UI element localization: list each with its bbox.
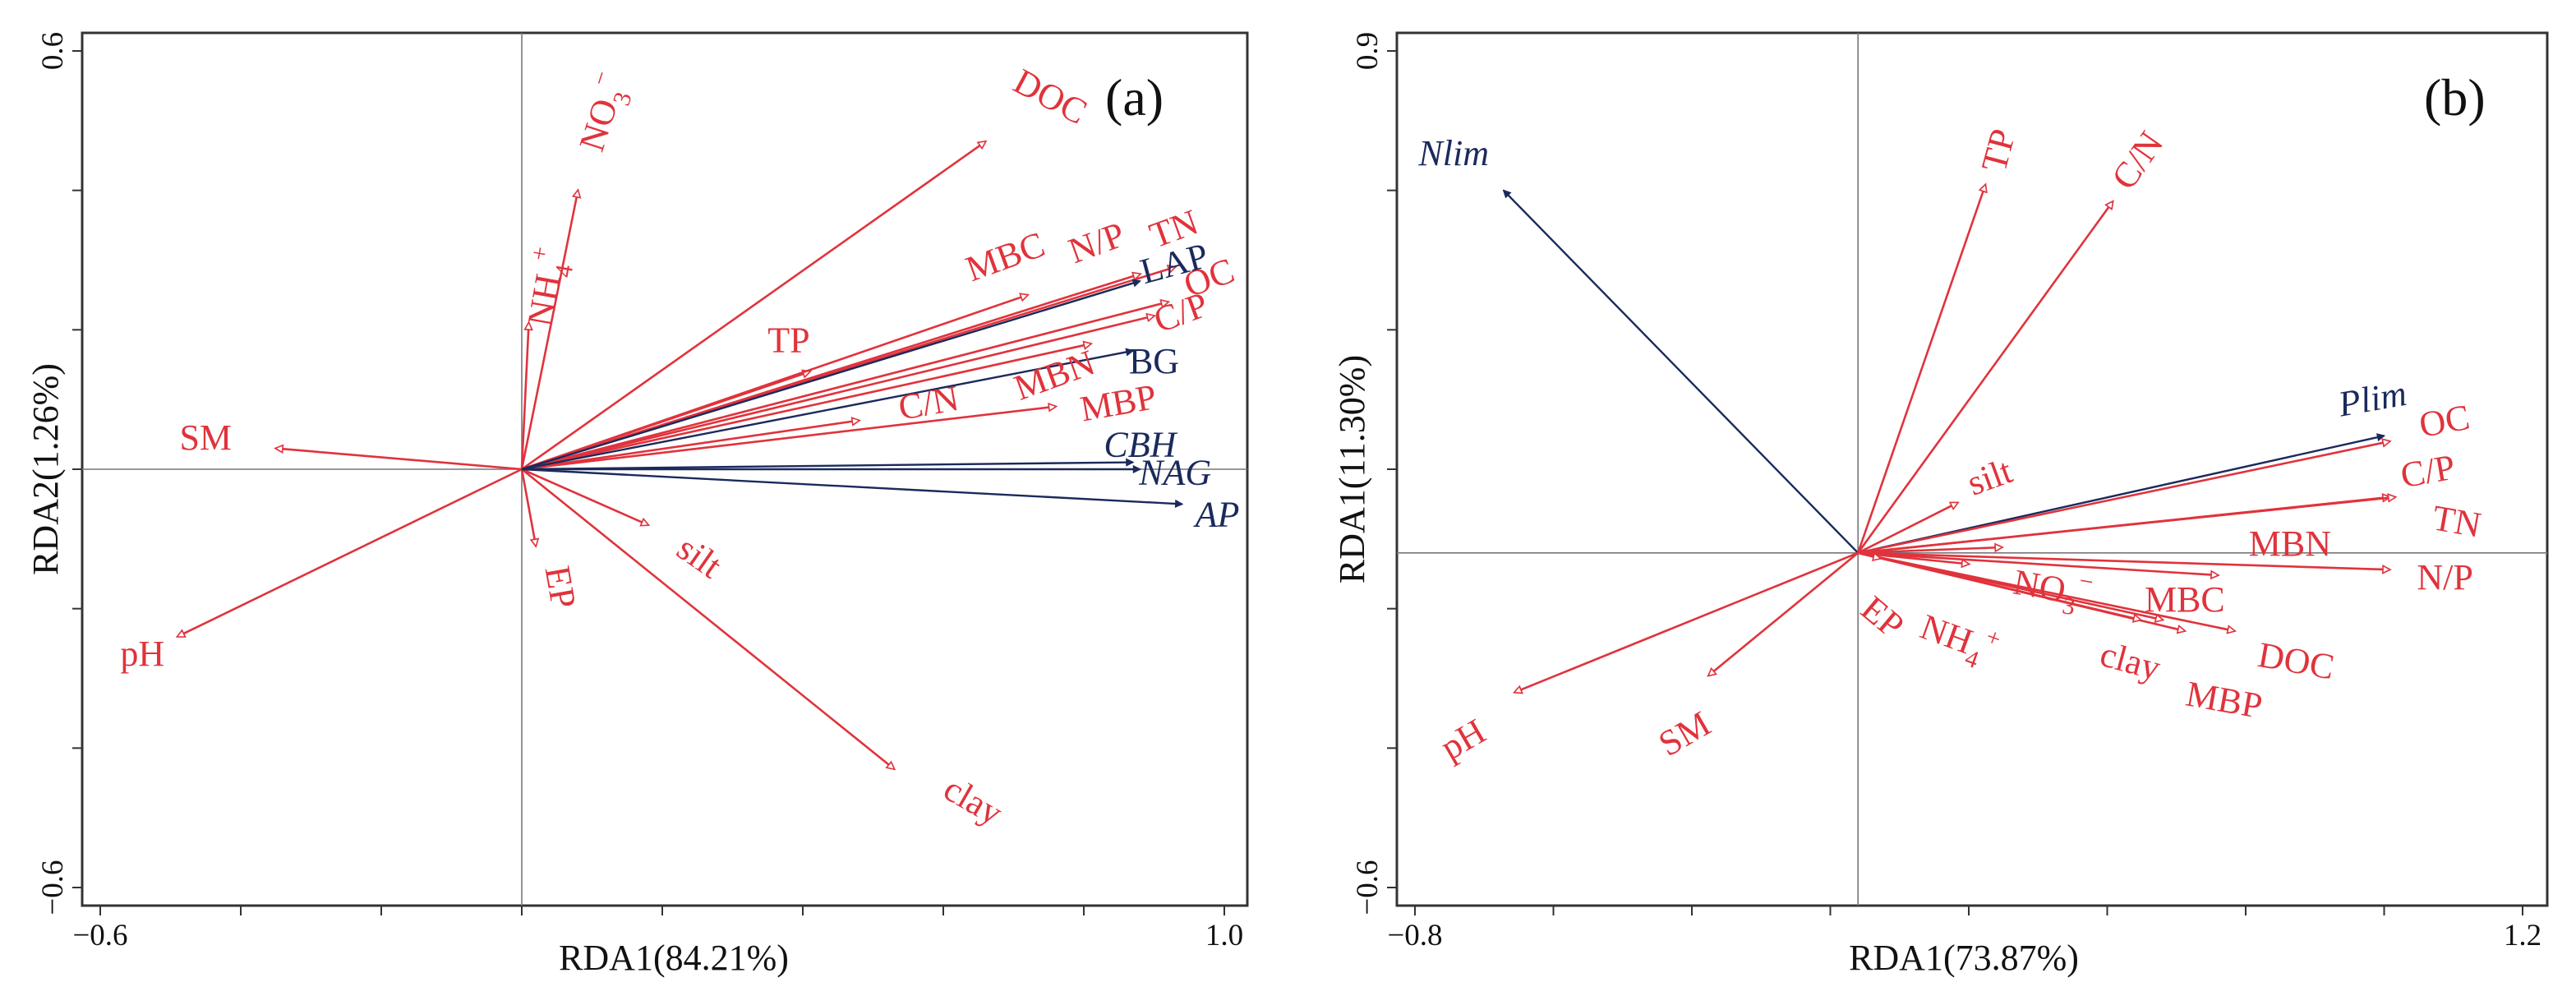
- panel-b-label-sm: SM: [1652, 703, 1717, 764]
- panel-b-label-no3minus: NO3−: [2009, 556, 2095, 624]
- panel-b-arrow-tp: [1856, 182, 1988, 554]
- panel-b-arrow-mbn: [1858, 551, 2220, 580]
- panel-a-arrow-c-p: [521, 312, 1157, 471]
- panel-b-arrow-oc: [1857, 438, 2392, 555]
- panel-b-label-c-p: C/P: [2398, 447, 2458, 496]
- panel-b-label-n-p: N/P: [2417, 557, 2472, 597]
- panel-a-label-mbc: MBC: [961, 224, 1050, 290]
- panel-a-xtick-label: 1.0: [1205, 919, 1243, 952]
- panel-a-label-tp: TP: [767, 320, 809, 360]
- panel-a-arrow-bg: [521, 348, 1135, 471]
- panel-b-label-mbn: MBN: [2249, 523, 2331, 564]
- panel-b-arrow-tn: [1858, 493, 2398, 555]
- panel-a-arrow-ep: [520, 468, 540, 548]
- panel-a-arrow-silt: [521, 468, 651, 527]
- panel-b-arrow-c-n: [1857, 200, 2114, 554]
- panel-a-arrow-mbn: [521, 340, 1094, 471]
- panel-a-arrow-ph: [175, 468, 523, 638]
- panel-b-label-ph: pH: [1434, 711, 1492, 768]
- panel-a-arrow-cbh: [521, 458, 1135, 471]
- panel-a-ytick-label: −0.6: [36, 860, 70, 915]
- panel-a-xlabel: RDA1(84.21%): [559, 938, 789, 978]
- panel-b-label-oc: OC: [2417, 397, 2473, 445]
- panel-a-ytick-label: 0.6: [36, 32, 70, 70]
- panel-a-label-nag: NAG: [1138, 453, 1211, 493]
- panel-b-label-ep: EP: [1854, 588, 1912, 647]
- panel-b-label-nh4plus: NH4+: [1912, 602, 2004, 680]
- panel-b-label-clay: clay: [2096, 634, 2164, 688]
- panel-b-ytick-label: 0.9: [1351, 32, 1385, 70]
- panel-b-arrow-ep: [1857, 551, 1882, 562]
- panel-b-label-c-n: C/N: [2104, 124, 2171, 196]
- panel-a-label-ep: EP: [537, 563, 584, 611]
- panel-b-label-tn: TN: [2430, 497, 2484, 545]
- panel-a-arrow-clay: [521, 468, 896, 771]
- panel-b-tag: (b): [2424, 68, 2486, 127]
- panel-b-arrow-sm: [1707, 551, 1859, 677]
- panel-b-arrow-no3minus: [1858, 542, 2005, 555]
- panel-a-arrow-nh4plus: [520, 320, 533, 470]
- panel-a-tag: (a): [1105, 68, 1164, 127]
- panel-b-label-plim: Plim: [2334, 373, 2409, 425]
- panel-a-label-doc: DOC: [1007, 61, 1094, 132]
- panel-a-arrow-sm: [274, 444, 523, 471]
- panel-a-arrow-mbp: [521, 402, 1058, 471]
- panel-b-label-doc: DOC: [2255, 634, 2337, 687]
- panel-a-arrow-mbc: [521, 293, 1030, 471]
- panel-b-label-mbp: MBP: [2183, 674, 2265, 726]
- panel-a-label-nh4plus: NH4+: [514, 244, 582, 330]
- panel-a-arrow-lap: [521, 279, 1141, 471]
- panel-a-arrow-oc: [521, 299, 1171, 471]
- panel-a-arrow-no3minus: [520, 188, 582, 470]
- panel-b-xtick-label: 1.2: [2504, 919, 2541, 952]
- panel-a-ylabel: RDA2(1.26%): [25, 363, 66, 575]
- panel-a-label-silt: silt: [670, 528, 729, 586]
- panel-b-label-silt: silt: [1962, 450, 2017, 503]
- panel-b-plot: −0.8 1.2 −0.6 0.9 Nlim Plim TP C/N silt OCC/PTN MB…: [1351, 32, 2547, 952]
- panel-a: −0.6 1.0 −0.6 0.6 SM pH NH4+ NO3− EP silt clay DOC T…: [25, 31, 1249, 978]
- panel-a-label-mbp: MBP: [1077, 376, 1159, 429]
- panel-b-arrow-plim: [1857, 433, 2386, 554]
- panel-b: −0.8 1.2 −0.6 0.9 Nlim Plim TP C/N silt OCC/PTN MB…: [1332, 31, 2549, 978]
- panel-b-arrow-ph: [1512, 551, 1859, 694]
- panel-a-label-ph: pH: [120, 634, 164, 674]
- panel-b-ylabel: RDA1(11.30%): [1332, 355, 1372, 583]
- panel-b-xtick-label: −0.8: [1387, 919, 1442, 952]
- panel-a-arrow-doc: [521, 140, 988, 471]
- panel-a-label-cbh: CBH: [1104, 425, 1177, 465]
- panel-a-arrow-c-n: [521, 417, 861, 471]
- panel-a-label-ap: AP: [1193, 494, 1240, 534]
- panel-a-label-no3minus: NO3−: [566, 67, 642, 159]
- panel-a-label-sm: SM: [179, 417, 232, 458]
- panel-a-xtick-label: −0.6: [72, 919, 127, 952]
- panel-b-arrow-n-p: [1858, 551, 2392, 574]
- panel-b-label-mbc: MBC: [2145, 579, 2225, 620]
- panel-b-arrow-nlim: [1502, 189, 1859, 554]
- panel-a-arrow-ap: [521, 468, 1184, 509]
- panel-b-label-nlim: Nlim: [1417, 133, 1489, 173]
- panel-b-label-tp: TP: [1974, 125, 2024, 176]
- panel-b-arrow-silt: [1857, 501, 1960, 554]
- panel-b-arrow-clay: [1857, 551, 2143, 623]
- panel-b-xlabel: RDA1(73.87%): [1849, 938, 2079, 978]
- panel-a-label-n-p: N/P: [1063, 214, 1130, 271]
- panel-a-label-bg: BG: [1129, 341, 1179, 381]
- panel-b-arrow-doc: [1857, 551, 2237, 634]
- panel-b-ytick-label: −0.6: [1351, 860, 1385, 915]
- panel-a-plot: −0.6 1.0 −0.6 0.6 SM pH NH4+ NO3− EP silt clay DOC T…: [36, 32, 1247, 952]
- panel-a-label-clay: clay: [937, 768, 1009, 833]
